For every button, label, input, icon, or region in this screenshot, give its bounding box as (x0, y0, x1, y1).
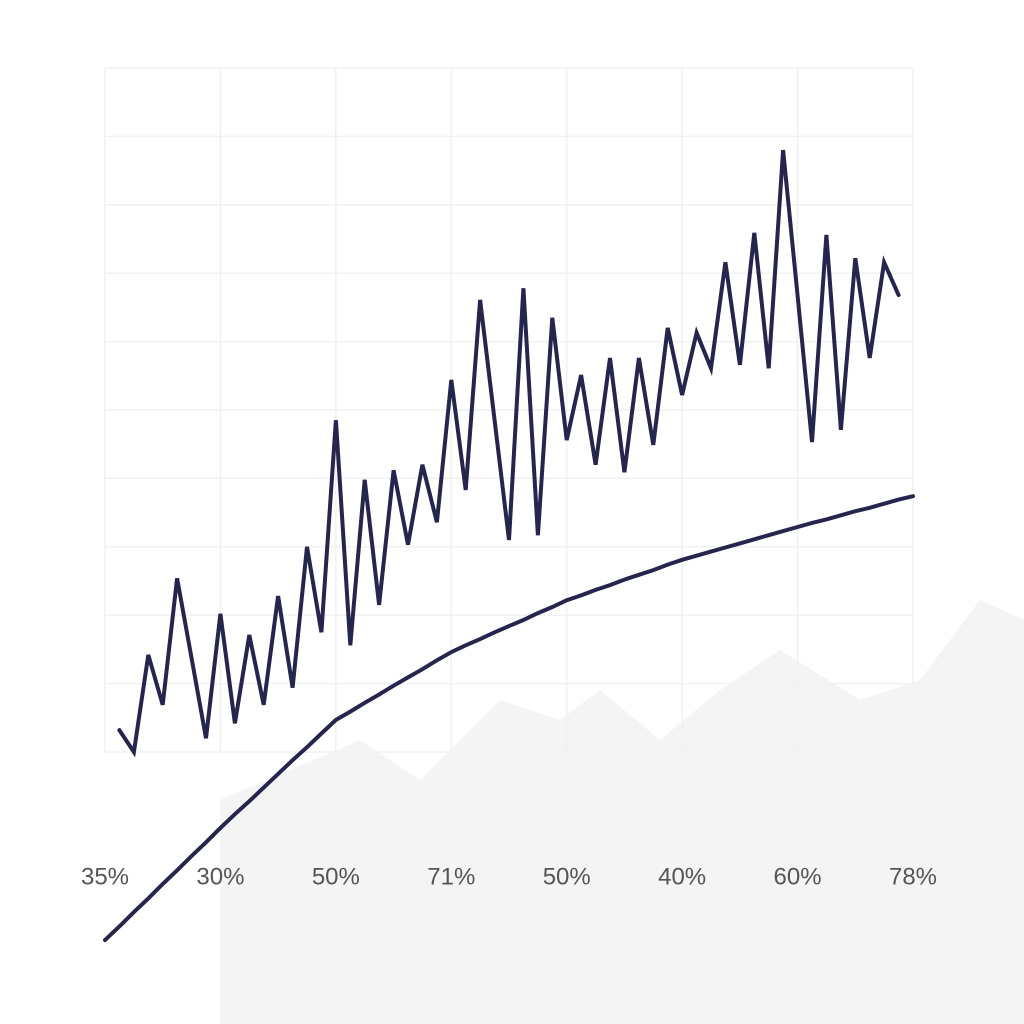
x-tick-label: 35% (81, 863, 129, 890)
series-line (103, 494, 915, 943)
x-tick-label: 60% (774, 863, 822, 890)
x-tick-label: 30% (196, 863, 244, 890)
backdrop (220, 600, 1024, 1024)
x-tick-label: 78% (889, 863, 937, 890)
background-texture (220, 600, 1024, 1024)
x-tick-label: 50% (543, 863, 591, 890)
x-tick-label: 71% (427, 863, 475, 890)
x-tick-label: 40% (658, 863, 706, 890)
series-line (117, 149, 901, 758)
x-tick-label: 50% (312, 863, 360, 890)
